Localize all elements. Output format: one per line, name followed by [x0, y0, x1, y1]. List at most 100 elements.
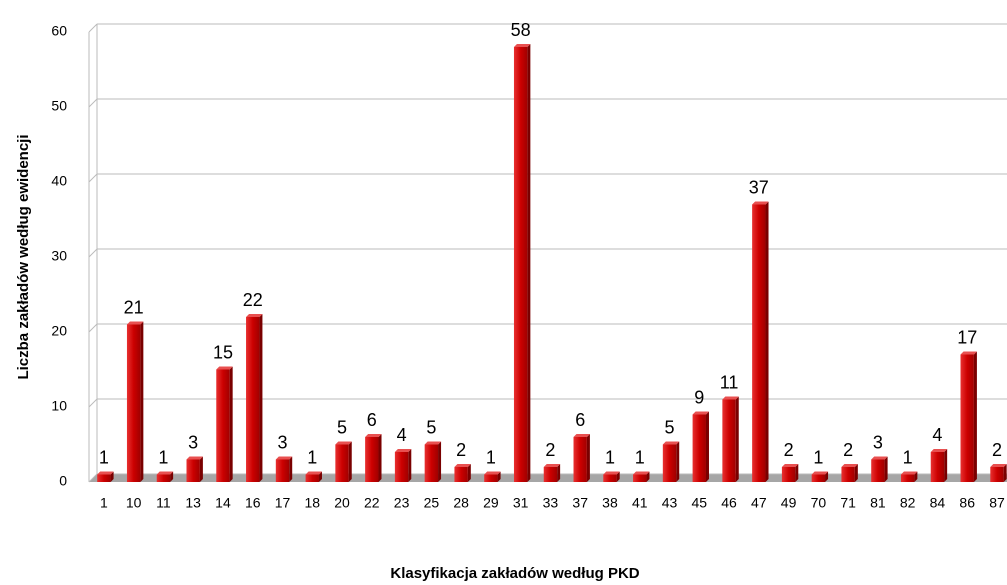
bar-top [573, 434, 590, 437]
bar-side [408, 449, 412, 482]
bar [692, 414, 706, 482]
x-tick-label: 70 [811, 495, 827, 511]
value-label: 11 [720, 372, 739, 392]
x-tick-label: 11 [156, 495, 171, 511]
grid-line [88, 173, 98, 183]
value-label: 3 [873, 432, 883, 452]
grid-line [88, 98, 98, 108]
value-label: 17 [957, 327, 977, 347]
bar [216, 369, 230, 482]
x-tick-label: 45 [691, 495, 707, 511]
value-label: 3 [277, 432, 287, 452]
bar [97, 474, 111, 482]
bar-top [216, 366, 233, 370]
bar [633, 474, 647, 482]
bar-top [126, 321, 144, 325]
bar-top [900, 471, 918, 475]
value-label: 37 [749, 177, 769, 197]
bar [394, 452, 409, 482]
value-label: 1 [605, 447, 615, 467]
bar-top [454, 464, 471, 467]
value-label: 3 [188, 432, 198, 452]
bar [930, 452, 945, 482]
bar [365, 437, 379, 482]
bar-top [246, 314, 263, 317]
x-tick-label: 28 [453, 495, 469, 511]
x-tick-label: 33 [543, 495, 559, 511]
x-tick-label: 17 [275, 495, 291, 511]
bar-side [676, 441, 680, 482]
bar-side [497, 471, 501, 482]
x-tick-label: 46 [721, 495, 737, 511]
bar-side [825, 471, 829, 482]
bar [275, 459, 290, 482]
bar-side [229, 366, 233, 482]
value-label: 5 [337, 417, 347, 437]
bar [662, 444, 677, 482]
bar [513, 47, 528, 482]
bar [990, 467, 1004, 482]
value-label: 2 [992, 440, 1002, 460]
x-tick-label: 13 [185, 495, 201, 511]
bar-top [603, 471, 620, 475]
bar [781, 467, 796, 482]
value-label: 1 [903, 447, 913, 467]
bar [752, 204, 766, 482]
x-tick-label: 82 [900, 495, 916, 511]
bar [424, 444, 439, 482]
value-label: 4 [397, 425, 407, 445]
grid-line [88, 23, 98, 33]
bar [335, 444, 349, 482]
x-tick-label: 16 [245, 495, 261, 511]
bar-top [543, 464, 561, 467]
y-tick-label: 40 [51, 173, 67, 189]
bar [246, 317, 260, 482]
bar-top [156, 471, 174, 475]
bar-side [765, 201, 769, 482]
bar-side [318, 471, 322, 482]
grid-line [88, 398, 98, 408]
bar-top [335, 441, 352, 445]
bar-top [424, 441, 442, 445]
bar-side [289, 456, 293, 482]
value-label: 1 [813, 447, 823, 467]
value-label: 6 [575, 410, 585, 430]
value-label: 2 [784, 440, 794, 460]
x-tick-label: 29 [483, 495, 499, 511]
bar-top [960, 351, 977, 355]
value-label: 1 [99, 447, 109, 467]
x-tick-label: 14 [215, 495, 231, 511]
x-tick-label: 47 [751, 495, 767, 511]
y-tick-label: 10 [51, 398, 67, 414]
y-tick-label: 60 [51, 23, 67, 39]
grid-line [88, 323, 98, 333]
bar [811, 474, 826, 482]
bar-top [305, 471, 322, 475]
bar [454, 467, 468, 482]
x-tick-label: 41 [632, 495, 648, 511]
x-tick-label: 81 [870, 495, 886, 511]
value-label: 5 [665, 417, 675, 437]
bar-side [348, 441, 352, 482]
bar-side [199, 456, 203, 482]
x-tick-label: 71 [840, 495, 856, 511]
bar-top [186, 456, 203, 460]
bar-side [973, 351, 977, 482]
bar-side [616, 471, 620, 482]
x-tick-label: 25 [424, 495, 440, 511]
value-label: 1 [307, 447, 317, 467]
bar-side [854, 464, 858, 482]
x-tick-label: 23 [394, 495, 410, 511]
bar-side [467, 464, 471, 482]
bar-top [662, 441, 680, 445]
bar-top [394, 449, 412, 452]
bar-top [365, 434, 382, 437]
bar-side [586, 434, 590, 482]
bar [543, 467, 558, 482]
x-tick-label: 37 [572, 495, 588, 511]
value-label: 1 [486, 447, 496, 467]
bar [573, 437, 587, 482]
x-tick-label: 87 [989, 495, 1005, 511]
bar-side [795, 464, 799, 482]
y-tick-label: 20 [51, 323, 67, 339]
